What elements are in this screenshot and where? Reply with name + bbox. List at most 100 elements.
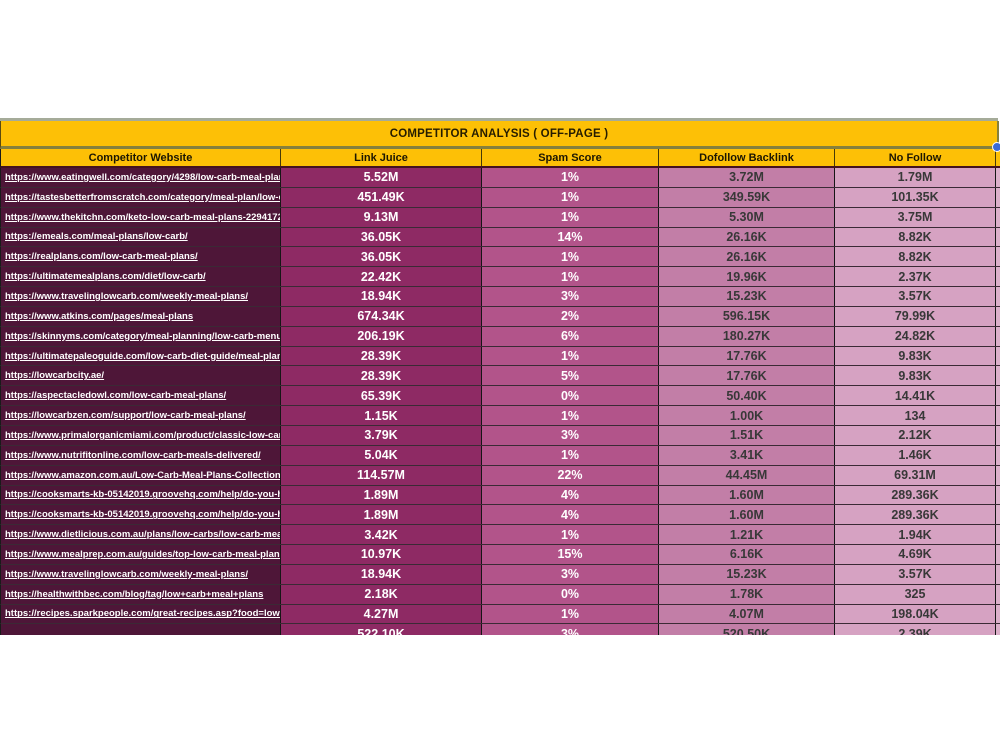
- competitor-website-link[interactable]: https://www.atkins.com/pages/meal-plans: [1, 306, 281, 326]
- dofollow-backlink-cell[interactable]: 1.00K: [659, 406, 835, 425]
- no-follow-cell[interactable]: 101.35K: [835, 187, 996, 207]
- spam-score-cell[interactable]: 3%: [482, 564, 659, 584]
- spam-score-cell[interactable]: 1%: [482, 267, 659, 287]
- competitor-website-link[interactable]: https://emeals.com/meal-plans/low-carb/: [1, 227, 281, 247]
- clipped-cell[interactable]: [996, 406, 1000, 425]
- competitor-website-link[interactable]: https://ultimatemealplans.com/diet/low-c…: [1, 267, 281, 287]
- selection-handle[interactable]: [992, 142, 1000, 152]
- link-juice-cell[interactable]: 114.57M: [281, 465, 482, 485]
- link-juice-cell[interactable]: 1.15K: [281, 406, 482, 425]
- spam-score-cell[interactable]: 3%: [482, 287, 659, 306]
- no-follow-cell[interactable]: 3.57K: [835, 564, 996, 584]
- dofollow-backlink-cell[interactable]: 5.30M: [659, 207, 835, 227]
- clipped-cell[interactable]: [996, 207, 1000, 227]
- competitor-website-link[interactable]: https://cooksmarts-kb-05142019.groovehq.…: [1, 485, 281, 505]
- spam-score-cell[interactable]: 4%: [482, 505, 659, 525]
- no-follow-cell[interactable]: 4.69K: [835, 545, 996, 564]
- clipped-cell[interactable]: [996, 584, 1000, 604]
- dofollow-backlink-cell[interactable]: 1.78K: [659, 584, 835, 604]
- no-follow-cell[interactable]: 1.46K: [835, 445, 996, 465]
- competitor-website-link[interactable]: https://aspectacledowl.com/low-carb-meal…: [1, 386, 281, 406]
- dofollow-backlink-cell[interactable]: 180.27K: [659, 326, 835, 346]
- no-follow-cell[interactable]: 8.82K: [835, 227, 996, 247]
- spam-score-cell[interactable]: 15%: [482, 545, 659, 564]
- spam-score-cell[interactable]: 0%: [482, 584, 659, 604]
- spam-score-cell[interactable]: 5%: [482, 366, 659, 386]
- competitor-website-link[interactable]: https://www.travelinglowcarb.com/weekly-…: [1, 287, 281, 306]
- spam-score-cell[interactable]: 1%: [482, 346, 659, 366]
- no-follow-cell[interactable]: 8.82K: [835, 247, 996, 267]
- no-follow-cell[interactable]: 69.31M: [835, 465, 996, 485]
- no-follow-cell[interactable]: 325: [835, 584, 996, 604]
- spam-score-cell[interactable]: 1%: [482, 168, 659, 187]
- link-juice-cell[interactable]: 18.94K: [281, 287, 482, 306]
- link-juice-cell[interactable]: 36.05K: [281, 247, 482, 267]
- spam-score-cell[interactable]: 22%: [482, 465, 659, 485]
- clipped-cell[interactable]: [996, 505, 1000, 525]
- dofollow-backlink-cell[interactable]: 26.16K: [659, 247, 835, 267]
- spam-score-cell[interactable]: 1%: [482, 525, 659, 545]
- competitor-website-link[interactable]: https://realplans.com/low-carb-meal-plan…: [1, 247, 281, 267]
- no-follow-cell[interactable]: 24.82K: [835, 326, 996, 346]
- clipped-cell[interactable]: [996, 366, 1000, 386]
- competitor-website-link[interactable]: https://www.travelinglowcarb.com/weekly-…: [1, 564, 281, 584]
- competitor-website-link[interactable]: https://www.dietlicious.com.au/plans/low…: [1, 525, 281, 545]
- clipped-cell[interactable]: [996, 287, 1000, 306]
- no-follow-cell[interactable]: 14.41K: [835, 386, 996, 406]
- dofollow-backlink-cell[interactable]: 6.16K: [659, 545, 835, 564]
- link-juice-cell[interactable]: 5.52M: [281, 168, 482, 187]
- competitor-website-link[interactable]: https://www.thekitchn.com/keto-low-carb-…: [1, 207, 281, 227]
- clipped-cell[interactable]: [996, 465, 1000, 485]
- link-juice-cell[interactable]: 206.19K: [281, 326, 482, 346]
- competitor-website-link[interactable]: https://skinnyms.com/category/meal-plann…: [1, 326, 281, 346]
- clipped-cell[interactable]: [996, 187, 1000, 207]
- spam-score-cell[interactable]: 3%: [482, 624, 659, 635]
- clipped-cell[interactable]: [996, 346, 1000, 366]
- no-follow-cell[interactable]: 134: [835, 406, 996, 425]
- competitor-website-link[interactable]: https://www.mealprep.com.au/guides/top-l…: [1, 545, 281, 564]
- link-juice-cell[interactable]: 1.89M: [281, 485, 482, 505]
- no-follow-cell[interactable]: 9.83K: [835, 366, 996, 386]
- spam-score-cell[interactable]: 1%: [482, 406, 659, 425]
- dofollow-backlink-cell[interactable]: 1.60M: [659, 485, 835, 505]
- dofollow-backlink-cell[interactable]: 596.15K: [659, 306, 835, 326]
- dofollow-backlink-cell[interactable]: 3.41K: [659, 445, 835, 465]
- no-follow-cell[interactable]: 289.36K: [835, 505, 996, 525]
- competitor-website-link[interactable]: https://lowcarbcity.ae/: [1, 366, 281, 386]
- clipped-cell[interactable]: [996, 445, 1000, 465]
- spam-score-cell[interactable]: 14%: [482, 227, 659, 247]
- dofollow-backlink-cell[interactable]: 44.45M: [659, 465, 835, 485]
- column-header-clipped[interactable]: [996, 149, 1000, 166]
- link-juice-cell[interactable]: 22.42K: [281, 267, 482, 287]
- link-juice-cell[interactable]: 9.13M: [281, 207, 482, 227]
- link-juice-cell[interactable]: 3.42K: [281, 525, 482, 545]
- competitor-website-link[interactable]: https://www.amazon.com.au/Low-Carb-Meal-…: [1, 465, 281, 485]
- column-header-no-follow[interactable]: No Follow: [835, 149, 996, 166]
- clipped-cell[interactable]: [996, 624, 1000, 635]
- link-juice-cell[interactable]: 18.94K: [281, 564, 482, 584]
- no-follow-cell[interactable]: 289.36K: [835, 485, 996, 505]
- link-juice-cell[interactable]: 28.39K: [281, 346, 482, 366]
- link-juice-cell[interactable]: 2.18K: [281, 584, 482, 604]
- link-juice-cell[interactable]: 3.79K: [281, 425, 482, 445]
- clipped-cell[interactable]: [996, 168, 1000, 187]
- competitor-website-link[interactable]: https://www.eatingwell.com/category/4298…: [1, 168, 281, 187]
- link-juice-cell[interactable]: 451.49K: [281, 187, 482, 207]
- clipped-cell[interactable]: [996, 485, 1000, 505]
- clipped-cell[interactable]: [996, 545, 1000, 564]
- clipped-cell[interactable]: [996, 247, 1000, 267]
- spam-score-cell[interactable]: 4%: [482, 485, 659, 505]
- spam-score-cell[interactable]: 1%: [482, 445, 659, 465]
- spam-score-cell[interactable]: 1%: [482, 247, 659, 267]
- competitor-website-link[interactable]: https://tastesbetterfromscratch.com/cate…: [1, 187, 281, 207]
- no-follow-cell[interactable]: 3.57K: [835, 287, 996, 306]
- link-juice-cell[interactable]: 10.97K: [281, 545, 482, 564]
- link-juice-cell[interactable]: 4.27M: [281, 604, 482, 624]
- clipped-cell[interactable]: [996, 267, 1000, 287]
- no-follow-cell[interactable]: 9.83K: [835, 346, 996, 366]
- column-header-dofollow-backlink[interactable]: Dofollow Backlink: [659, 149, 835, 166]
- dofollow-backlink-cell[interactable]: 19.96K: [659, 267, 835, 287]
- spam-score-cell[interactable]: 2%: [482, 306, 659, 326]
- column-header-competitor-website[interactable]: Competitor Website: [1, 149, 281, 166]
- spam-score-cell[interactable]: 1%: [482, 207, 659, 227]
